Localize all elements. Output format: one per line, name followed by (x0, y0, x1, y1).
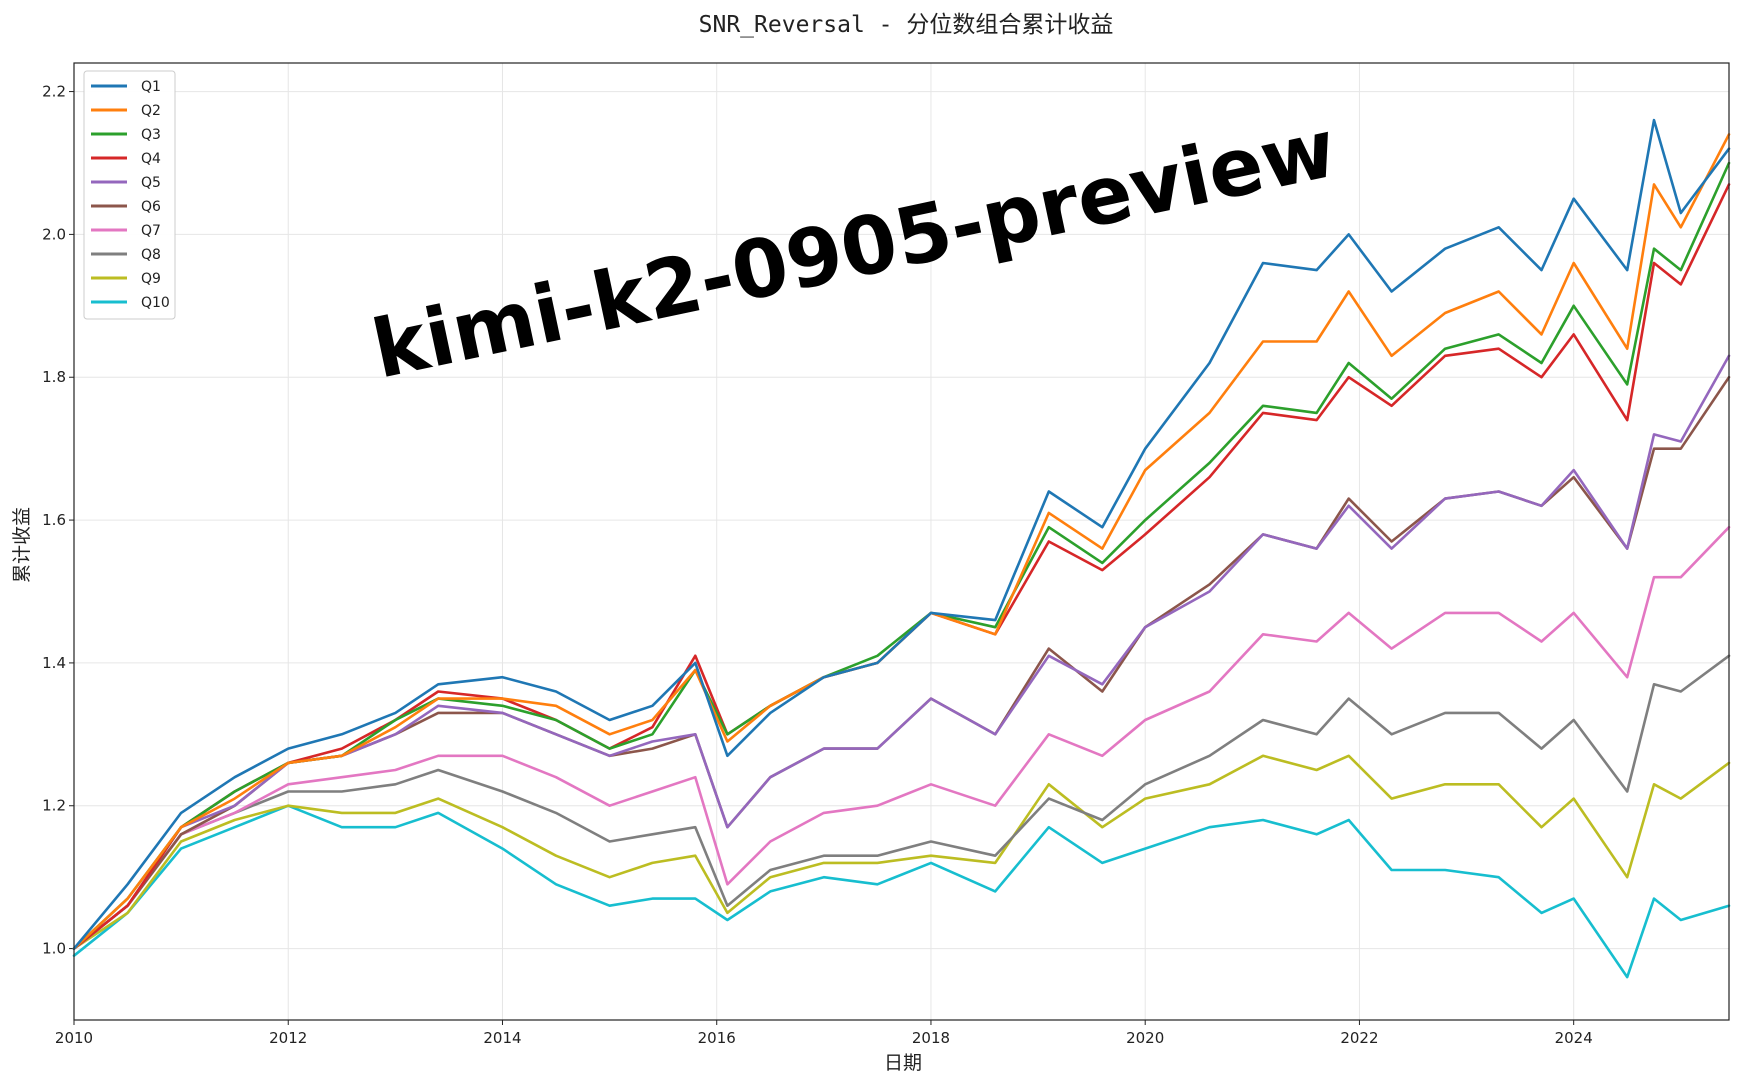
x-tick-label: 2024 (1555, 1029, 1593, 1047)
legend: Q1 Q2 Q3 Q4 Q5 Q6 Q7 Q8 Q9 Q10 (83, 70, 176, 320)
legend-label-q8: Q8 (141, 247, 161, 263)
plot-frame (73, 62, 1730, 1021)
legend-label-q5: Q5 (141, 175, 161, 191)
chart-title: SNR_Reversal - 分位数组合累计收益 (699, 12, 1114, 38)
series-lines (72, 118, 1731, 979)
x-tick-label: 2020 (1126, 1029, 1164, 1047)
y-tick-label: 1.2 (42, 797, 66, 815)
legend-label-q4: Q4 (141, 151, 161, 167)
x-tick-label: 2012 (269, 1029, 307, 1047)
y-tick-label: 1.0 (42, 940, 66, 958)
series-line-q7 (72, 525, 1731, 950)
legend-label-q2: Q2 (141, 103, 161, 119)
series-line-q10 (72, 804, 1731, 979)
y-tick-label: 2.2 (42, 83, 66, 101)
y-tick-label: 1.6 (42, 511, 66, 529)
x-axis-ticks: 2010 2012 2014 2016 2018 2020 2022 2024 (55, 1020, 1593, 1047)
legend-label-q6: Q6 (141, 199, 161, 215)
y-tick-label: 1.4 (42, 654, 66, 672)
series-line-q1 (72, 118, 1731, 950)
legend-label-q1: Q1 (141, 79, 161, 95)
legend-label-q3: Q3 (141, 127, 161, 143)
x-tick-label: 2014 (483, 1029, 521, 1047)
x-tick-label: 2022 (1340, 1029, 1378, 1047)
series-line-q9 (72, 754, 1731, 950)
legend-label-q10: Q10 (141, 295, 170, 311)
y-axis-label: 累计收益 (11, 507, 33, 583)
y-axis-ticks: 1.0 1.2 1.4 1.6 1.8 2.0 2.2 (42, 83, 74, 958)
series-line-q8 (72, 654, 1731, 950)
x-tick-label: 2010 (55, 1029, 93, 1047)
x-axis-label: 日期 (884, 1052, 922, 1074)
legend-label-q7: Q7 (141, 223, 161, 239)
series-line-q5 (72, 354, 1731, 950)
x-tick-label: 2016 (698, 1029, 736, 1047)
legend-box (83, 70, 176, 320)
x-tick-label: 2018 (912, 1029, 950, 1047)
legend-label-q9: Q9 (141, 271, 161, 287)
y-tick-label: 2.0 (42, 225, 66, 243)
y-tick-label: 1.8 (42, 368, 66, 386)
gridlines (73, 63, 1729, 1020)
watermark-text: kimi-k2-0905-preview (365, 102, 1344, 397)
